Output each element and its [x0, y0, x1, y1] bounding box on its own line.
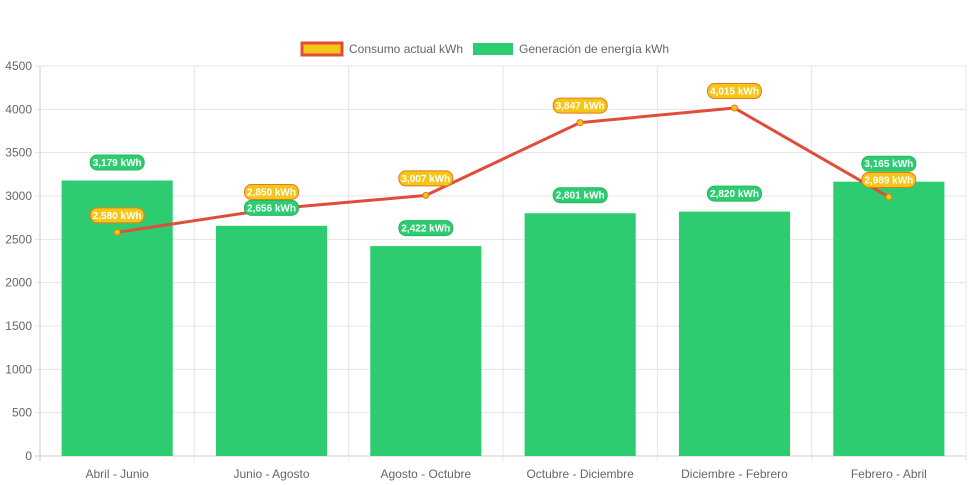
data-label: 4,015 kWh	[710, 87, 759, 98]
y-tick-label: 1500	[5, 319, 32, 333]
bar[interactable]	[833, 181, 945, 456]
data-label-box	[552, 187, 608, 204]
x-tick-label: Octubre - Diciembre	[526, 467, 634, 481]
x-tick-label: Abril - Junio	[85, 467, 149, 481]
y-tick-label: 1000	[5, 362, 32, 376]
data-label: 2,656 kWh	[247, 203, 296, 214]
y-tick-label: 4500	[5, 59, 32, 73]
line-point[interactable]	[422, 191, 430, 199]
data-label: 2,422 kWh	[401, 224, 450, 235]
data-label: 3,847 kWh	[556, 101, 605, 112]
line-point[interactable]	[731, 104, 738, 112]
data-label: 2,850 kWh	[247, 188, 296, 199]
data-label: 3,165 kWh	[864, 159, 913, 170]
data-label-box	[707, 185, 762, 202]
data-label: 3,179 kWh	[93, 158, 142, 169]
bar[interactable]	[215, 225, 328, 456]
x-tick-label: Agosto - Octubre	[380, 467, 471, 481]
legend-label-consumo: Consumo actual kWh	[349, 42, 463, 56]
data-label-box	[89, 207, 145, 224]
legend-swatch-consumo	[300, 41, 344, 57]
line-point[interactable]	[113, 228, 121, 236]
data-label-box	[552, 97, 608, 114]
data-label-box	[89, 154, 145, 171]
data-label: 2,580 kWh	[93, 211, 142, 222]
data-label: 2,820 kWh	[710, 189, 759, 200]
y-tick-label: 4000	[5, 102, 32, 116]
x-tick-label: Junio - Agosto	[233, 467, 309, 481]
line-point[interactable]	[576, 119, 584, 127]
legend-label-generacion: Generación de energía kWh	[519, 42, 669, 56]
data-label-box	[398, 170, 454, 187]
y-tick-label: 2000	[5, 276, 32, 290]
bar[interactable]	[524, 213, 636, 456]
y-tick-label: 500	[12, 406, 32, 420]
data-label-box	[861, 171, 917, 188]
y-tick-label: 3000	[5, 189, 32, 203]
data-label-box	[707, 83, 762, 100]
y-tick-label: 3500	[5, 146, 32, 160]
bar[interactable]	[678, 211, 791, 456]
line-point[interactable]	[885, 193, 893, 201]
data-label: 3,007 kWh	[401, 174, 450, 185]
legend-swatch-generacion	[473, 43, 513, 55]
data-label-box	[398, 220, 454, 237]
x-tick-label: Diciembre - Febrero	[681, 467, 788, 481]
data-label-box	[244, 199, 299, 216]
data-label-box	[244, 184, 299, 200]
data-label: 2,801 kWh	[556, 191, 605, 202]
y-tick-label: 0	[25, 449, 32, 463]
bar[interactable]	[370, 246, 482, 456]
y-tick-label: 2500	[5, 232, 32, 246]
x-tick-label: Febrero - Abril	[851, 467, 927, 481]
data-label-box	[861, 155, 917, 172]
data-label: 2,989 kWh	[864, 175, 913, 186]
